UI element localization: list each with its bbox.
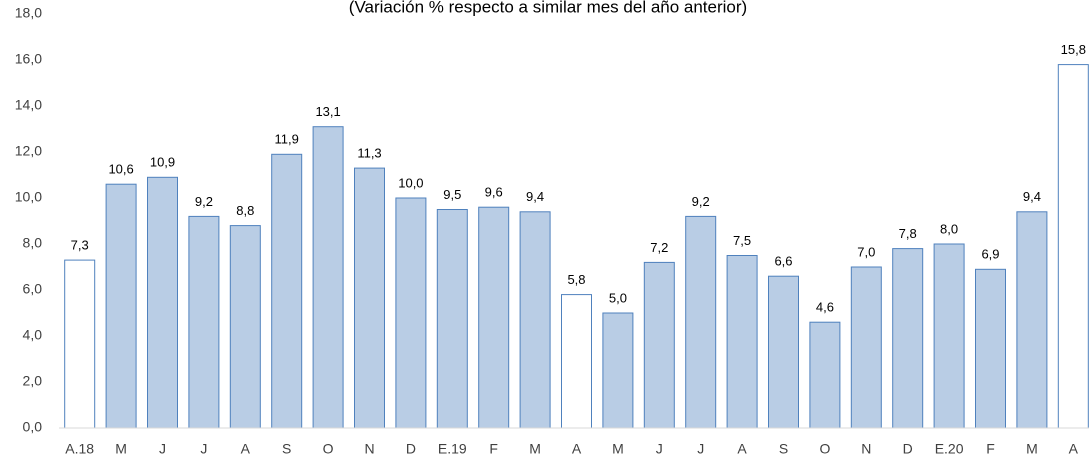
value-label: 5,8 bbox=[567, 272, 585, 287]
bar bbox=[685, 215, 717, 429]
bar bbox=[809, 321, 841, 429]
value-label: 8,0 bbox=[940, 221, 958, 236]
x-tick-label: A bbox=[737, 441, 747, 457]
y-tick-label: 16,0 bbox=[15, 51, 42, 67]
bar bbox=[312, 126, 344, 429]
bar bbox=[395, 197, 427, 429]
y-tick-label: 18,0 bbox=[15, 5, 42, 21]
x-tick-label: O bbox=[323, 441, 334, 457]
y-tick-label: 12,0 bbox=[15, 143, 42, 159]
value-label: 7,3 bbox=[71, 238, 89, 253]
x-tick-label: N bbox=[861, 441, 871, 457]
x-tick-label: J bbox=[697, 441, 704, 457]
y-tick-label: 2,0 bbox=[23, 373, 43, 389]
bar bbox=[726, 255, 758, 429]
x-tick-label: A bbox=[241, 441, 251, 457]
bar bbox=[519, 211, 551, 429]
x-tick-label: D bbox=[903, 441, 913, 457]
x-tick-label: M bbox=[612, 441, 624, 457]
value-label: 13,1 bbox=[315, 104, 340, 119]
value-label: 11,3 bbox=[357, 146, 381, 161]
x-tick-label: O bbox=[819, 441, 830, 457]
value-label: 6,6 bbox=[774, 254, 792, 269]
bar bbox=[850, 266, 882, 429]
y-tick-label: 4,0 bbox=[23, 327, 43, 343]
x-tick-label: A.18 bbox=[65, 441, 94, 457]
value-label: 7,8 bbox=[899, 226, 917, 241]
value-label: 9,2 bbox=[195, 194, 213, 209]
y-tick-label: 6,0 bbox=[23, 281, 43, 297]
x-tick-label: F bbox=[489, 441, 498, 457]
y-tick-label: 14,0 bbox=[15, 97, 42, 113]
bar bbox=[602, 312, 634, 429]
bar bbox=[768, 275, 799, 429]
bar bbox=[436, 209, 468, 429]
x-tick-label: S bbox=[282, 441, 291, 457]
value-label: 7,5 bbox=[733, 233, 751, 248]
x-tick-label: J bbox=[159, 441, 166, 457]
y-tick-label: 10,0 bbox=[15, 189, 42, 205]
x-tick-label: N bbox=[364, 441, 374, 457]
bar bbox=[933, 243, 965, 429]
x-tick-label: M bbox=[115, 441, 127, 457]
value-label: 9,6 bbox=[485, 185, 503, 200]
value-label: 8,8 bbox=[236, 203, 254, 218]
chart-title: (Variación % respecto a similar mes del … bbox=[349, 0, 747, 16]
value-label: 9,4 bbox=[1023, 189, 1041, 204]
x-tick-label: J bbox=[656, 441, 663, 457]
bar bbox=[975, 268, 1006, 429]
value-label: 4,6 bbox=[816, 300, 834, 315]
x-tick-label: A bbox=[1069, 441, 1079, 457]
bar bbox=[271, 153, 303, 429]
value-label: 6,9 bbox=[981, 247, 999, 262]
value-label: 10,6 bbox=[108, 162, 133, 177]
value-label: 5,0 bbox=[609, 290, 627, 305]
value-label: 10,0 bbox=[398, 175, 423, 190]
value-label: 15,8 bbox=[1061, 42, 1086, 57]
bar bbox=[229, 225, 261, 429]
y-tick-label: 8,0 bbox=[23, 235, 43, 251]
value-label: 9,5 bbox=[443, 187, 461, 202]
bar bbox=[892, 248, 924, 429]
x-tick-label: D bbox=[406, 441, 416, 457]
bar bbox=[643, 261, 675, 429]
value-label: 9,4 bbox=[526, 189, 544, 204]
x-tick-label: E.20 bbox=[935, 441, 964, 457]
value-label: 11,9 bbox=[275, 132, 299, 147]
bar bbox=[478, 206, 510, 429]
x-tick-label: E.19 bbox=[438, 441, 467, 457]
bar bbox=[64, 259, 96, 429]
value-label: 7,2 bbox=[650, 240, 668, 255]
bar bbox=[1016, 211, 1048, 429]
bar bbox=[147, 176, 178, 429]
y-tick-label: 0,0 bbox=[23, 419, 43, 435]
value-label: 10,9 bbox=[150, 155, 175, 170]
x-tick-label: A bbox=[572, 441, 582, 457]
x-tick-label: F bbox=[986, 441, 995, 457]
bar bbox=[354, 167, 385, 429]
x-tick-label: M bbox=[529, 441, 541, 457]
x-tick-label: S bbox=[779, 441, 788, 457]
bar bbox=[105, 183, 137, 429]
x-tick-label: M bbox=[1026, 441, 1038, 457]
value-label: 7,0 bbox=[857, 244, 875, 259]
bar bbox=[188, 215, 220, 429]
bar bbox=[1057, 64, 1089, 429]
x-tick-label: J bbox=[200, 441, 207, 457]
bar bbox=[561, 294, 592, 429]
value-label: 9,2 bbox=[692, 194, 710, 209]
